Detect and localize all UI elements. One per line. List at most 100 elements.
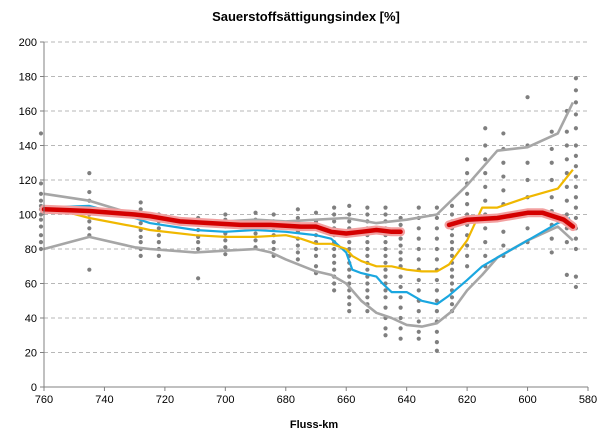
data-point	[383, 260, 388, 265]
data-point	[383, 205, 388, 210]
data-point	[347, 267, 352, 272]
data-point	[449, 274, 455, 279]
data-point	[549, 160, 554, 165]
data-point	[465, 253, 470, 258]
data-point	[253, 210, 258, 215]
x-axis-label: Fluss-km	[290, 419, 339, 431]
data-point	[501, 243, 506, 248]
data-point	[332, 253, 337, 258]
data-point	[483, 171, 488, 176]
data-point	[365, 288, 370, 293]
data-point	[398, 222, 403, 227]
data-point	[38, 198, 44, 203]
data-point	[332, 281, 337, 286]
data-point	[483, 184, 488, 189]
data-point	[549, 146, 554, 152]
data-point	[465, 157, 470, 162]
data-point	[416, 336, 421, 341]
data-point	[564, 240, 569, 245]
data-point	[156, 240, 161, 245]
data-point	[416, 257, 421, 262]
data-point	[38, 191, 44, 196]
x-tick-label-700: 700	[216, 394, 234, 406]
data-point	[483, 198, 488, 203]
data-point	[223, 245, 228, 250]
data-point	[347, 274, 352, 279]
data-point	[383, 246, 388, 252]
data-point	[383, 267, 388, 272]
data-point	[564, 184, 569, 189]
data-point	[271, 246, 276, 252]
data-point	[138, 234, 143, 240]
data-point	[483, 143, 488, 148]
data-point	[573, 274, 579, 279]
data-point	[398, 315, 403, 321]
data-point	[434, 329, 439, 334]
data-point	[416, 205, 421, 210]
data-point	[549, 250, 554, 255]
data-point	[449, 253, 455, 258]
series-lines	[39, 101, 578, 328]
data-point	[501, 229, 506, 234]
data-point	[138, 207, 143, 212]
scatter-points	[38, 76, 579, 353]
data-point	[87, 189, 92, 195]
series-yellow-line-0	[43, 169, 574, 273]
data-point	[449, 240, 455, 245]
data-point	[434, 257, 439, 262]
data-point	[573, 246, 579, 252]
data-point	[332, 212, 337, 217]
data-point	[347, 219, 352, 224]
data-point	[416, 309, 421, 314]
data-point	[416, 226, 421, 231]
data-point	[416, 236, 421, 241]
data-point	[564, 157, 569, 162]
data-point	[138, 221, 143, 226]
data-point	[332, 246, 337, 252]
data-point	[398, 295, 403, 300]
data-point	[38, 217, 44, 222]
x-tick-label-600: 600	[518, 394, 536, 406]
data-point	[573, 76, 579, 81]
data-point	[295, 215, 300, 221]
data-point	[271, 240, 276, 245]
data-point	[501, 174, 506, 179]
data-point	[313, 264, 319, 269]
x-tick-label-740: 740	[95, 394, 113, 406]
data-point	[449, 281, 455, 286]
data-point	[398, 257, 403, 262]
data-point	[449, 203, 455, 208]
data-point	[365, 253, 370, 258]
data-point	[501, 188, 506, 193]
x-tick-label-720: 720	[156, 394, 174, 406]
data-point	[483, 240, 488, 245]
data-point	[347, 203, 352, 208]
data-point	[138, 253, 143, 258]
data-point	[416, 246, 421, 252]
x-tick-label-640: 640	[397, 394, 415, 406]
data-point	[38, 181, 44, 186]
data-point	[434, 236, 439, 241]
data-point	[573, 195, 579, 200]
y-tick-label-180: 180	[19, 72, 37, 84]
data-point	[483, 253, 488, 258]
y-tick-label-60: 60	[25, 279, 37, 291]
y-tick-labels: 0 20 40 60 80 100 120 140 160 180 200	[19, 37, 44, 394]
data-point	[434, 348, 439, 353]
data-point	[365, 309, 370, 314]
data-point	[483, 157, 488, 162]
data-point	[38, 131, 44, 136]
data-point	[313, 253, 319, 258]
data-point	[383, 333, 388, 338]
data-point	[295, 257, 300, 262]
data-point	[573, 126, 579, 131]
data-point	[271, 212, 276, 217]
data-point	[465, 243, 470, 248]
data-point	[416, 319, 421, 324]
data-point	[156, 226, 161, 231]
series-red-line-1	[446, 210, 576, 229]
data-point	[365, 205, 370, 210]
y-tick-label-140: 140	[19, 141, 37, 153]
data-point	[87, 267, 92, 272]
y-tick-label-100: 100	[19, 210, 37, 222]
